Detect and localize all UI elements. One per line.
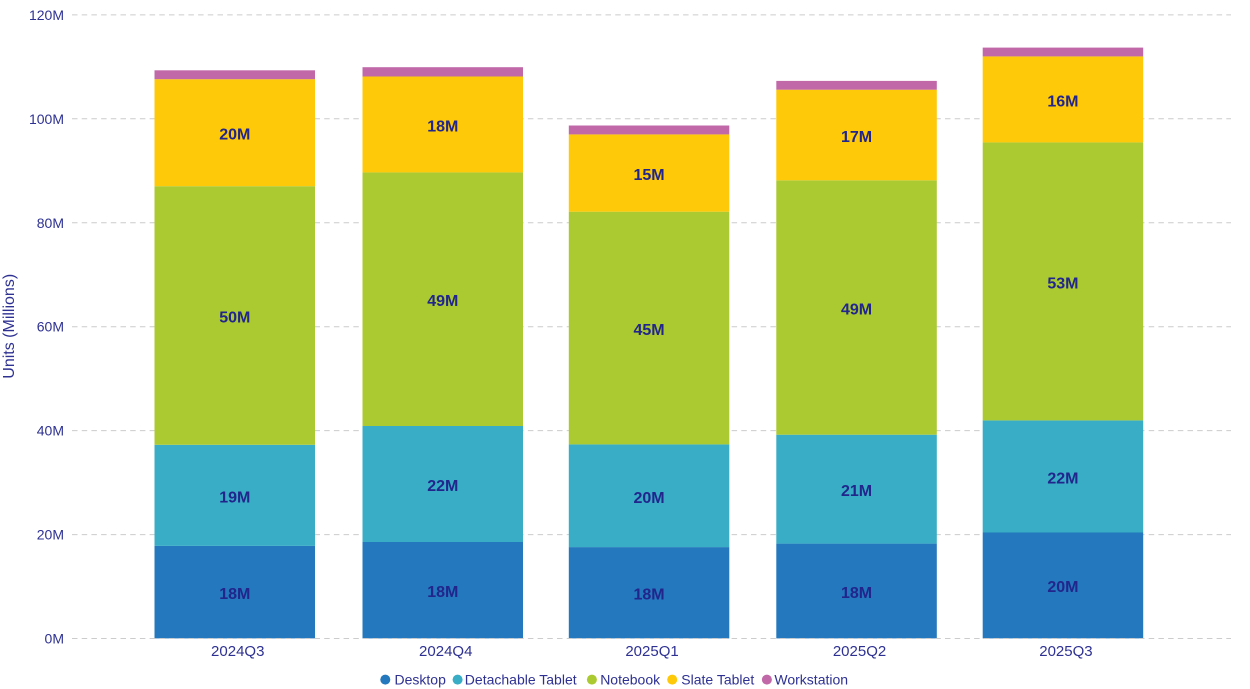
svg-text:18M: 18M bbox=[219, 586, 250, 603]
svg-text:2025Q3: 2025Q3 bbox=[1039, 643, 1092, 660]
svg-text:18M: 18M bbox=[841, 585, 872, 602]
svg-text:22M: 22M bbox=[427, 478, 458, 495]
svg-text:2024Q4: 2024Q4 bbox=[419, 643, 472, 660]
svg-text:16M: 16M bbox=[1047, 93, 1078, 110]
svg-text:Slate Tablet: Slate Tablet bbox=[681, 671, 754, 687]
svg-text:49M: 49M bbox=[841, 302, 872, 319]
svg-text:20M: 20M bbox=[633, 490, 664, 507]
svg-text:53M: 53M bbox=[1047, 275, 1078, 292]
svg-text:Units (Millions): Units (Millions) bbox=[1, 274, 18, 379]
svg-text:20M: 20M bbox=[37, 527, 64, 543]
svg-text:Desktop: Desktop bbox=[395, 671, 447, 687]
svg-text:20M: 20M bbox=[219, 127, 250, 144]
svg-text:20M: 20M bbox=[1047, 579, 1078, 596]
svg-text:21M: 21M bbox=[841, 483, 872, 500]
svg-text:2025Q2: 2025Q2 bbox=[833, 643, 886, 660]
svg-text:Notebook: Notebook bbox=[600, 671, 661, 687]
svg-text:40M: 40M bbox=[37, 423, 64, 439]
svg-text:50M: 50M bbox=[219, 310, 250, 327]
svg-text:18M: 18M bbox=[427, 584, 458, 601]
svg-text:Detachable Tablet: Detachable Tablet bbox=[465, 671, 577, 687]
svg-text:22M: 22M bbox=[1047, 471, 1078, 488]
svg-text:18M: 18M bbox=[427, 119, 458, 136]
svg-text:45M: 45M bbox=[633, 322, 664, 339]
svg-text:19M: 19M bbox=[219, 489, 250, 506]
svg-text:17M: 17M bbox=[841, 129, 872, 146]
svg-text:49M: 49M bbox=[427, 293, 458, 310]
svg-text:100M: 100M bbox=[29, 111, 64, 127]
svg-text:18M: 18M bbox=[633, 587, 664, 604]
svg-text:2025Q1: 2025Q1 bbox=[625, 643, 678, 660]
svg-text:15M: 15M bbox=[633, 167, 664, 184]
svg-text:80M: 80M bbox=[37, 215, 64, 231]
svg-text:2024Q3: 2024Q3 bbox=[211, 643, 264, 660]
svg-text:60M: 60M bbox=[37, 319, 64, 335]
svg-text:120M: 120M bbox=[29, 7, 64, 23]
svg-text:Workstation: Workstation bbox=[774, 671, 848, 687]
svg-text:0M: 0M bbox=[45, 631, 64, 647]
